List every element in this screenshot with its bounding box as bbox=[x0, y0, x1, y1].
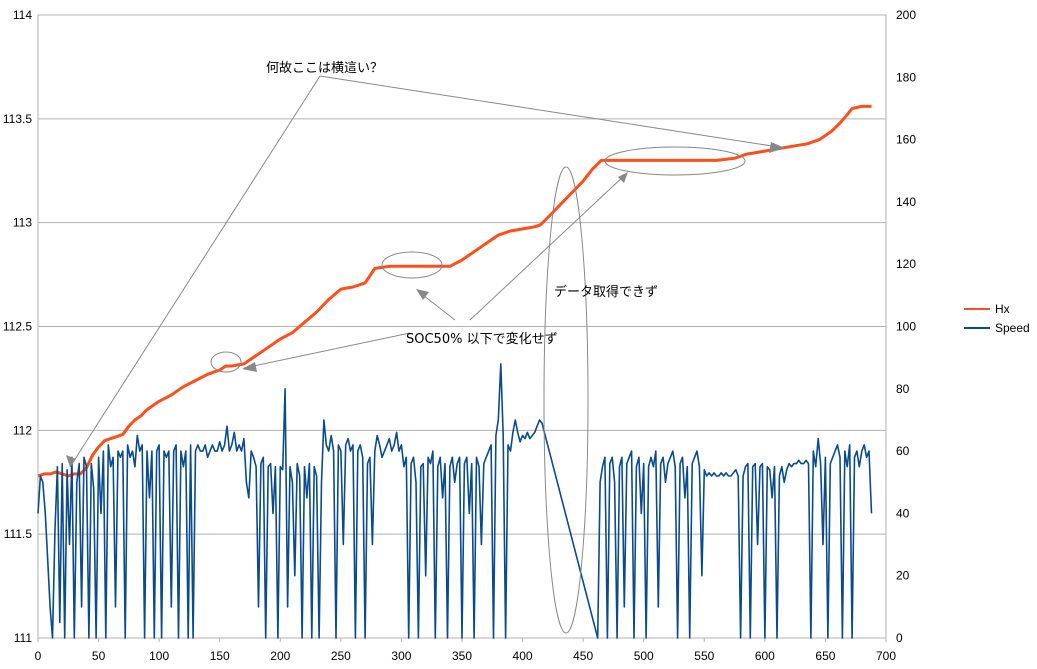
x-tick-label: 300 bbox=[391, 649, 411, 663]
right-y-axis-ticks: 0 20 40 60 80 100 120 140 160 180 200 bbox=[896, 8, 916, 645]
arrow-head bbox=[66, 455, 76, 467]
x-tick-label: 100 bbox=[149, 649, 169, 663]
series-layer bbox=[37, 104, 873, 639]
x-axis-ticks: 0 50 100 150 200 250 300 350 400 450 500 550 600 650 7… bbox=[35, 638, 896, 663]
x-tick-label: 600 bbox=[755, 649, 775, 663]
annotation-layer: 何故ここは横這い？ データ取得できず SOC50% 以下で変化せず bbox=[66, 60, 786, 634]
flat-region-ellipse-1 bbox=[210, 351, 242, 373]
right-y-tick-label: 0 bbox=[896, 631, 903, 645]
arrow-head bbox=[618, 172, 628, 183]
right-y-tick-label: 40 bbox=[896, 506, 910, 520]
left-y-axis-ticks: 111 111.5 112 112.5 113 113.5 114 bbox=[3, 8, 32, 645]
x-tick-label: 150 bbox=[210, 649, 230, 663]
arrow-line bbox=[243, 332, 411, 369]
x-tick-label: 650 bbox=[815, 649, 835, 663]
right-y-tick-label: 200 bbox=[896, 8, 916, 22]
arrow-head bbox=[769, 142, 785, 153]
legend: Hx Speed bbox=[964, 302, 1030, 335]
x-tick-label: 0 bbox=[35, 649, 42, 663]
x-tick-label: 350 bbox=[452, 649, 472, 663]
left-y-tick-label: 113.5 bbox=[3, 112, 32, 126]
data-gap-ellipse bbox=[543, 166, 589, 634]
arrow-line bbox=[319, 75, 786, 149]
annotation-soc: SOC50% 以下で変化せず bbox=[406, 331, 558, 347]
arrow-head bbox=[416, 289, 429, 300]
right-y-tick-label: 80 bbox=[896, 382, 910, 396]
left-y-tick-label: 112.5 bbox=[3, 320, 32, 334]
x-tick-label: 200 bbox=[270, 649, 290, 663]
flat-region-ellipse-3 bbox=[604, 146, 746, 176]
left-y-tick-label: 113 bbox=[13, 216, 32, 230]
x-tick-label: 450 bbox=[573, 649, 593, 663]
left-y-tick-label: 114 bbox=[13, 8, 32, 22]
x-tick-label: 250 bbox=[331, 649, 351, 663]
series-line-speed bbox=[37, 363, 873, 639]
left-y-tick-label: 111.5 bbox=[4, 527, 33, 541]
arrow-line bbox=[69, 75, 321, 468]
gridlines bbox=[38, 14, 886, 639]
legend-label-hx: Hx bbox=[995, 302, 1010, 316]
flat-region-ellipse-2 bbox=[381, 251, 443, 279]
right-y-tick-label: 120 bbox=[896, 257, 916, 271]
right-y-tick-label: 20 bbox=[896, 569, 910, 583]
right-y-tick-label: 60 bbox=[896, 444, 910, 458]
x-tick-label: 500 bbox=[634, 649, 654, 663]
arrow-head bbox=[242, 362, 257, 372]
x-tick-label: 700 bbox=[876, 649, 896, 663]
left-y-tick-label: 111 bbox=[14, 631, 33, 645]
annotation-flat-question: 何故ここは横這い？ bbox=[266, 60, 383, 76]
right-y-tick-label: 140 bbox=[896, 195, 916, 209]
x-tick-label: 550 bbox=[694, 649, 714, 663]
series-line-hx bbox=[37, 104, 872, 478]
right-y-tick-label: 100 bbox=[896, 320, 916, 334]
x-tick-label: 400 bbox=[513, 649, 533, 663]
arrow-line bbox=[469, 173, 627, 321]
x-tick-label: 50 bbox=[92, 649, 106, 663]
legend-label-speed: Speed bbox=[995, 321, 1030, 335]
annotation-no-data: データ取得できず bbox=[554, 284, 658, 300]
right-y-tick-label: 160 bbox=[896, 133, 916, 147]
left-y-tick-label: 112 bbox=[13, 423, 32, 437]
right-y-tick-label: 180 bbox=[896, 70, 916, 84]
